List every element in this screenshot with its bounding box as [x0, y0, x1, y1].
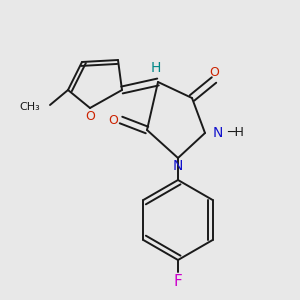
- Text: O: O: [85, 110, 95, 122]
- Text: N: N: [213, 126, 224, 140]
- Text: N: N: [173, 159, 183, 173]
- Text: F: F: [174, 274, 182, 290]
- Text: ─H: ─H: [227, 127, 244, 140]
- Text: O: O: [209, 65, 219, 79]
- Text: CH₃: CH₃: [19, 102, 40, 112]
- Text: O: O: [108, 113, 118, 127]
- Text: H: H: [151, 61, 161, 75]
